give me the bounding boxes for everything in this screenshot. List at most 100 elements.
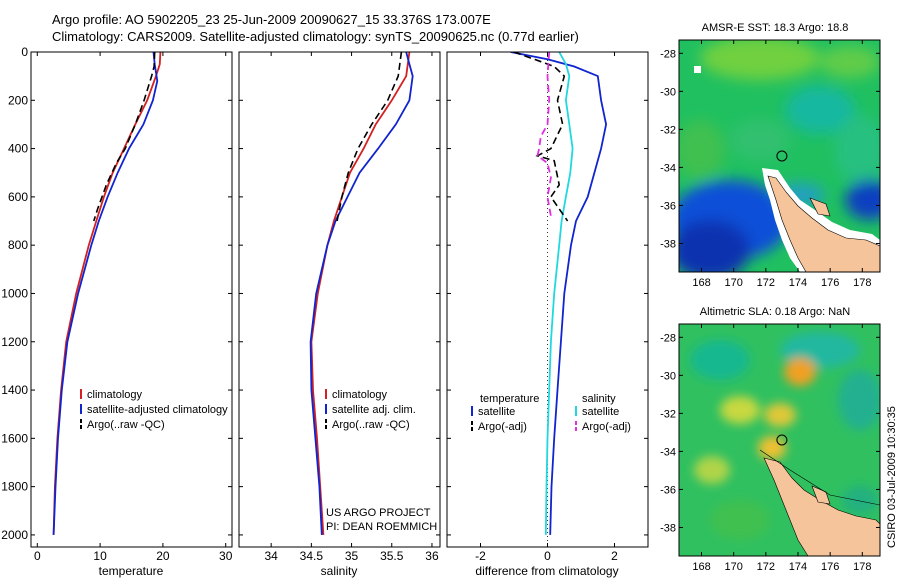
sst-map-frame <box>678 39 881 273</box>
map-y-tick-label: -32 <box>660 408 676 420</box>
legend-entry: Argo(..raw -QC) <box>87 419 165 431</box>
y-tick-label: 600 <box>8 190 28 204</box>
salinity-ticks: 34 34.5 35 35.5 36 <box>239 51 440 563</box>
map-y-tick-label: -28 <box>660 48 676 60</box>
salinity-x-label: salinity <box>321 564 358 578</box>
series-blue-line <box>52 52 159 535</box>
x-tick-label: 0 <box>34 549 41 563</box>
map-y-tick-label: -38 <box>660 238 676 250</box>
y-tick-label: 1600 <box>1 431 28 445</box>
map-y-tick-label: -28 <box>660 332 676 344</box>
side-label: CSIRO 03-Jul-2009 10:30:35 <box>886 406 898 548</box>
salinity-lines <box>309 52 414 535</box>
x-tick-label: 10 <box>93 549 107 563</box>
x-tick-label: 34 <box>264 549 278 563</box>
difference-lines <box>510 52 608 535</box>
sst-map-ticks: 168 170 172 174 176 178 -28 -30 -32 -34 -36 -38 <box>660 40 880 289</box>
map-x-tick-label: 178 <box>853 277 871 289</box>
map-x-tick-label: 170 <box>724 277 742 289</box>
y-tick-label: 1200 <box>1 335 28 349</box>
map-x-tick-label: 170 <box>724 561 742 573</box>
y-tick-label: 400 <box>8 142 28 156</box>
legend-temperature-title: temperature <box>480 393 539 405</box>
footer-line-1: US ARGO PROJECT <box>326 507 431 519</box>
legend-entry: satellite-adjusted climatology <box>87 404 228 416</box>
difference-panel: -2 0 2 temperature salinity satellite Argo(… <box>446 51 649 578</box>
sla-map-field <box>679 324 880 556</box>
map-y-tick-label: -30 <box>660 370 676 382</box>
legend-entry: satellite <box>582 406 619 418</box>
y-tick-label: 2000 <box>1 528 28 542</box>
legend-entry: satellite <box>478 406 515 418</box>
temperature-x-label: temperature <box>99 564 164 578</box>
salinity-legend: climatology satellite adj. clim. Argo(..ra… <box>325 389 416 431</box>
map-y-tick-label: -34 <box>660 446 676 458</box>
x-tick-label: -2 <box>475 549 486 563</box>
salinity-panel: 34 34.5 35 35.5 36 climatology satellite adj.… <box>238 51 441 578</box>
y-tick-label: 1400 <box>1 383 28 397</box>
x-tick-label: 2 <box>611 549 618 563</box>
series-magenta-line <box>536 52 552 217</box>
temperature-frame <box>30 51 233 548</box>
y-tick-label: 0 <box>21 45 28 59</box>
map-x-tick-label: 174 <box>789 277 807 289</box>
legend-salinity-title: salinity <box>582 393 616 405</box>
difference-ticks: -2 0 2 <box>447 51 648 563</box>
map-x-tick-label: 168 <box>692 561 710 573</box>
difference-legend: temperature salinity satellite Argo(-adj)… <box>471 393 631 433</box>
header-line-1: Argo profile: AO 5902205_23 25-Jun-2009 … <box>52 12 491 27</box>
map-y-tick-label: -32 <box>660 124 676 136</box>
temperature-legend: climatology satellite-adjusted climatolog… <box>80 389 228 431</box>
map-y-tick-label: -36 <box>660 200 676 212</box>
series-black-line <box>513 52 569 222</box>
sst-map-field <box>679 40 880 272</box>
map-x-tick-label: 172 <box>757 561 775 573</box>
sla-map: Altimetric SLA: 0.18 Argo: NaN 168 170 172… <box>660 306 881 573</box>
legend-entry: Argo(-adj) <box>582 421 631 433</box>
sla-map-ticks: 168 170 172 174 176 178 -28 -30 -32 -34 -36 -38 <box>660 324 880 573</box>
map-x-tick-label: 176 <box>821 561 839 573</box>
sst-argo-marker <box>776 150 788 162</box>
x-tick-label: 34.5 <box>300 549 324 563</box>
map-y-tick-label: -38 <box>660 522 676 534</box>
map-x-tick-label: 174 <box>789 561 807 573</box>
map-x-tick-label: 178 <box>853 561 871 573</box>
map-y-tick-label: -30 <box>660 86 676 98</box>
legend-entry: climatology <box>87 389 143 401</box>
difference-x-label: difference from climatology <box>475 564 618 578</box>
x-tick-label: 35.5 <box>380 549 404 563</box>
map-y-tick-label: -36 <box>660 484 676 496</box>
legend-entry: climatology <box>332 389 388 401</box>
sst-map: AMSR-E SST: 18.3 Argo: 18.8 168 170 1 <box>660 22 881 289</box>
series-red-line <box>310 52 411 535</box>
x-tick-label: 0 <box>544 549 551 563</box>
map-y-tick-label: -34 <box>660 162 676 174</box>
temperature-panel: 0 200 400 600 800 1000 1200 1400 1600 1800 2000 0 10… <box>1 45 232 578</box>
temperature-ticks: 0 200 400 600 800 1000 1200 1400 1600 1800 2000 0 10… <box>1 45 232 563</box>
legend-entry: Argo(-adj) <box>478 421 527 433</box>
map-x-tick-label: 176 <box>821 277 839 289</box>
series-black-line <box>93 52 156 222</box>
footer-line-2: PI: DEAN ROEMMICH <box>326 521 437 533</box>
series-blue-line <box>309 52 414 535</box>
sst-map-title: AMSR-E SST: 18.3 Argo: 18.8 <box>702 22 849 34</box>
sla-argo-marker <box>776 434 788 446</box>
sla-map-frame <box>678 323 881 557</box>
series-red-line <box>52 52 162 535</box>
legend-entry: Argo(..raw -QC) <box>332 419 410 431</box>
legend-entry: satellite adj. clim. <box>332 404 416 416</box>
series-black-line <box>336 52 403 222</box>
series-cyan-line <box>544 52 574 535</box>
map-x-tick-label: 172 <box>757 277 775 289</box>
y-tick-label: 1000 <box>1 286 28 300</box>
map-x-tick-label: 168 <box>692 277 710 289</box>
sla-map-title: Altimetric SLA: 0.18 Argo: NaN <box>700 306 850 318</box>
header-line-2: Climatology: CARS2009. Satellite-adjuste… <box>52 29 579 44</box>
x-tick-label: 35 <box>345 549 359 563</box>
x-tick-label: 36 <box>425 549 439 563</box>
y-tick-label: 200 <box>8 93 28 107</box>
x-tick-label: 30 <box>219 549 233 563</box>
series-blue-line <box>510 52 608 535</box>
y-tick-label: 1800 <box>1 480 28 494</box>
